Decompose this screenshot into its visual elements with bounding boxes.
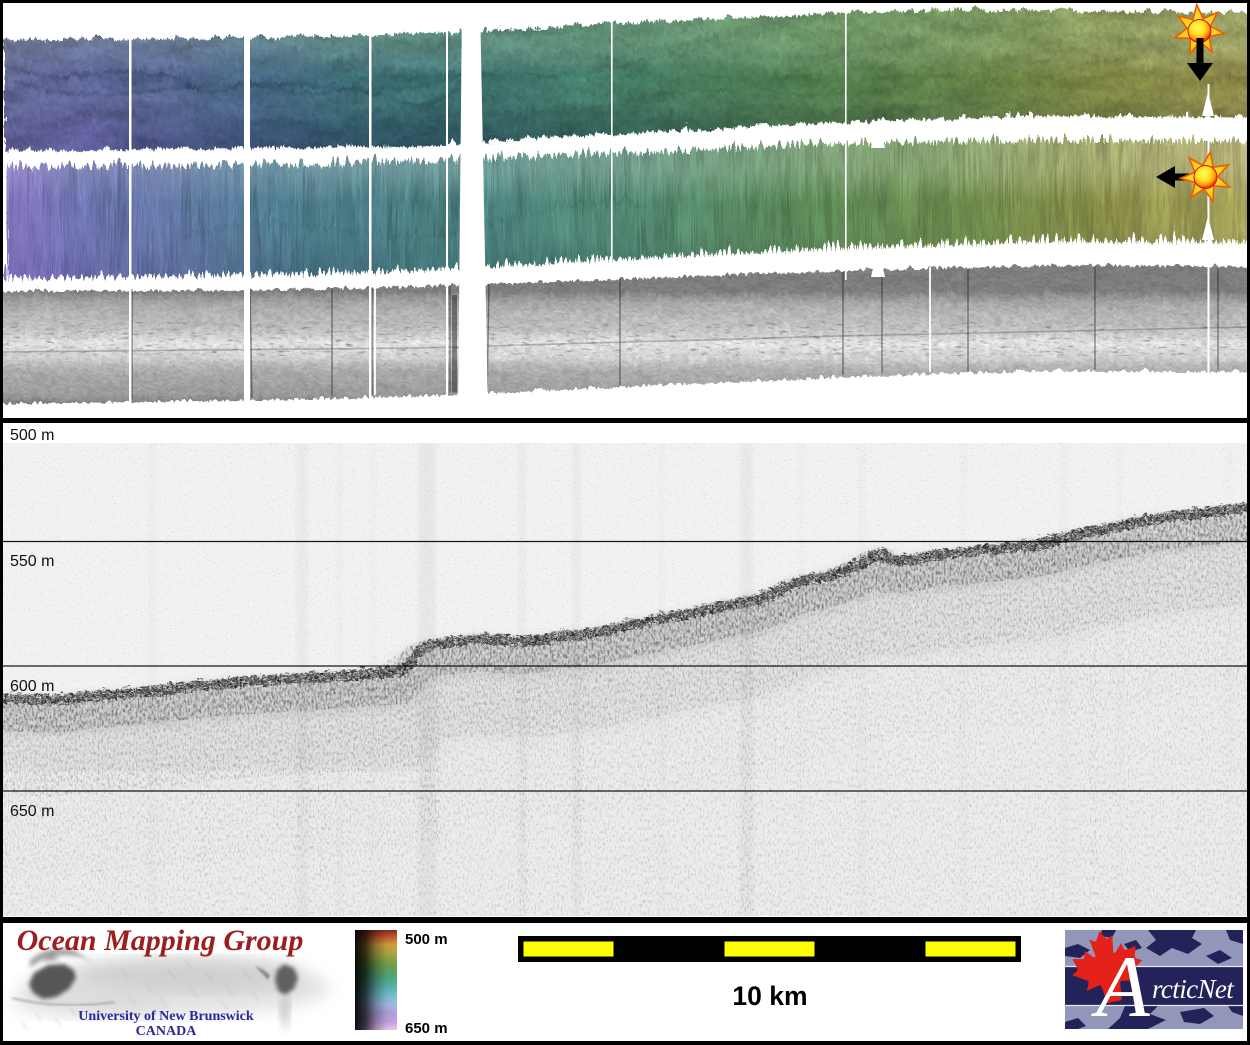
svg-text:650 m: 650 m (405, 1020, 448, 1037)
svg-text:rcticNet: rcticNet (1152, 974, 1235, 1004)
svg-text:550 m: 550 m (10, 553, 54, 570)
svg-text:10 km: 10 km (732, 981, 807, 1011)
svg-text:650 m: 650 m (10, 803, 54, 820)
svg-text:University of New Brunswick: University of New Brunswick (78, 1009, 254, 1024)
svg-text:600 m: 600 m (10, 678, 54, 695)
svg-text:500 m: 500 m (405, 931, 448, 948)
svg-text:CANADA: CANADA (136, 1024, 198, 1039)
svg-text:500 m: 500 m (10, 427, 54, 444)
svg-text:Ocean Mapping Group: Ocean Mapping Group (17, 924, 304, 957)
svg-text:A: A (1091, 939, 1151, 1036)
